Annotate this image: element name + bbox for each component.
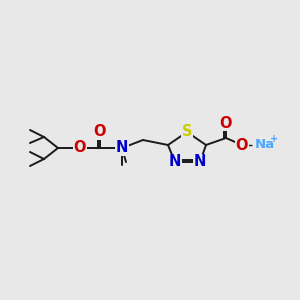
Text: Na: Na	[255, 139, 275, 152]
Text: +: +	[270, 134, 278, 144]
Text: O: O	[94, 124, 106, 140]
Text: S: S	[182, 124, 192, 140]
Text: O: O	[236, 137, 248, 152]
Text: N: N	[116, 140, 128, 155]
Text: N: N	[194, 154, 206, 169]
Text: O: O	[220, 116, 232, 130]
Text: O: O	[74, 140, 86, 155]
Text: N: N	[169, 154, 181, 169]
